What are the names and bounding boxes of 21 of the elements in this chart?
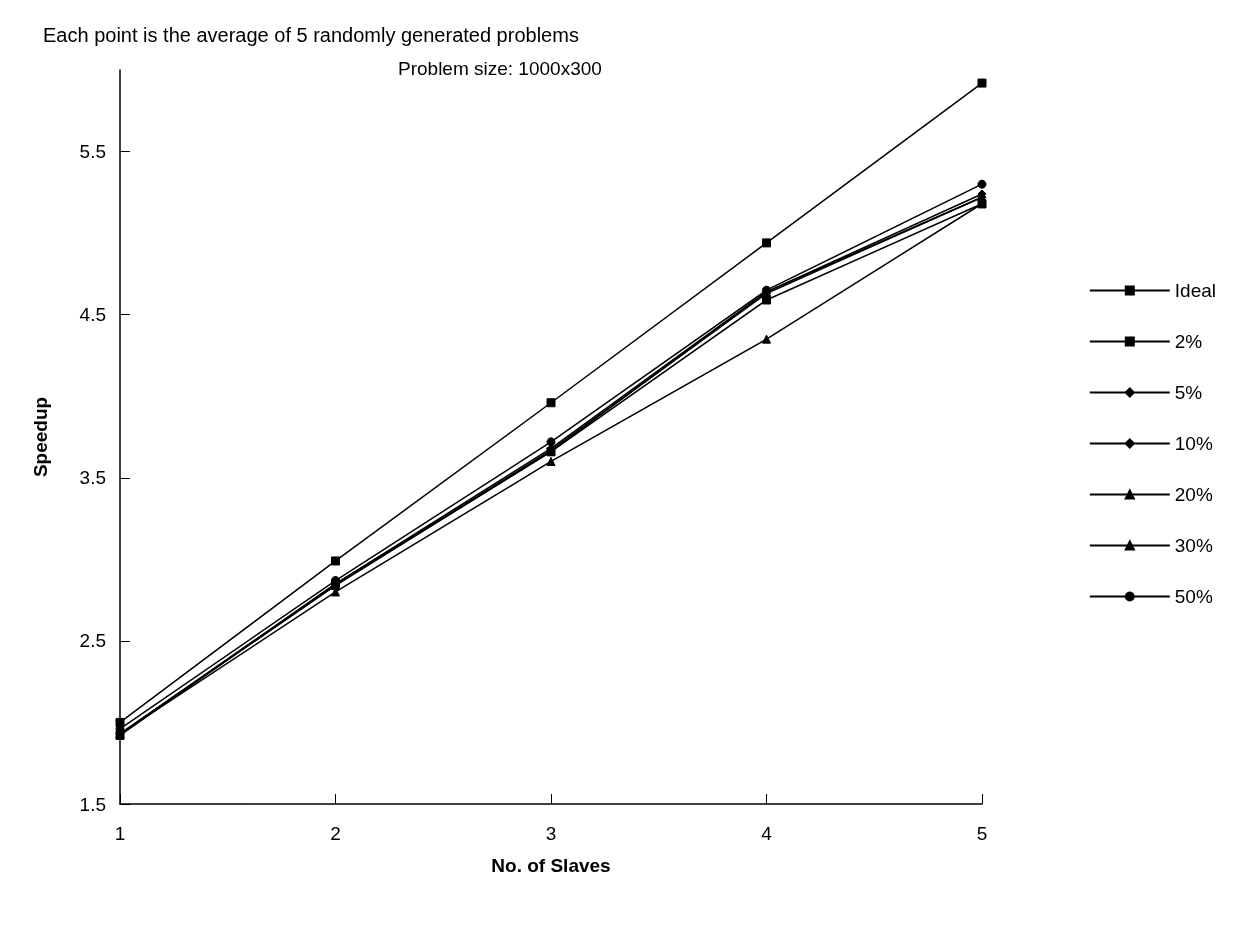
legend-label: Ideal <box>1174 280 1216 301</box>
x-tick-label: 4 <box>761 823 773 844</box>
legend-label: 20% <box>1174 484 1213 505</box>
y-tick-label: 3.5 <box>79 467 106 489</box>
chart-subtitle: Problem size: 1000x300 <box>398 58 602 79</box>
legend-label: 10% <box>1174 433 1213 454</box>
x-tick-label: 3 <box>545 823 557 844</box>
legend-label: 50% <box>1174 586 1213 607</box>
x-tick-label: 5 <box>976 823 988 844</box>
chart-title: Each point is the average of 5 randomly generated problems <box>43 24 579 46</box>
y-tick-label: 1.5 <box>79 793 106 815</box>
x-axis-title: No. of Slaves <box>491 855 611 876</box>
y-tick-label: 5.5 <box>79 141 106 163</box>
x-tick-label: 2 <box>330 823 341 844</box>
y-tick-label: 4.5 <box>79 304 106 326</box>
y-tick-label: 2.5 <box>79 630 106 652</box>
legend-label: 5% <box>1174 382 1203 403</box>
x-tick-label: 1 <box>114 823 126 844</box>
legend-label: 30% <box>1174 535 1213 556</box>
legend-label: 2% <box>1174 331 1203 352</box>
y-axis-title: Speedup <box>30 396 51 478</box>
